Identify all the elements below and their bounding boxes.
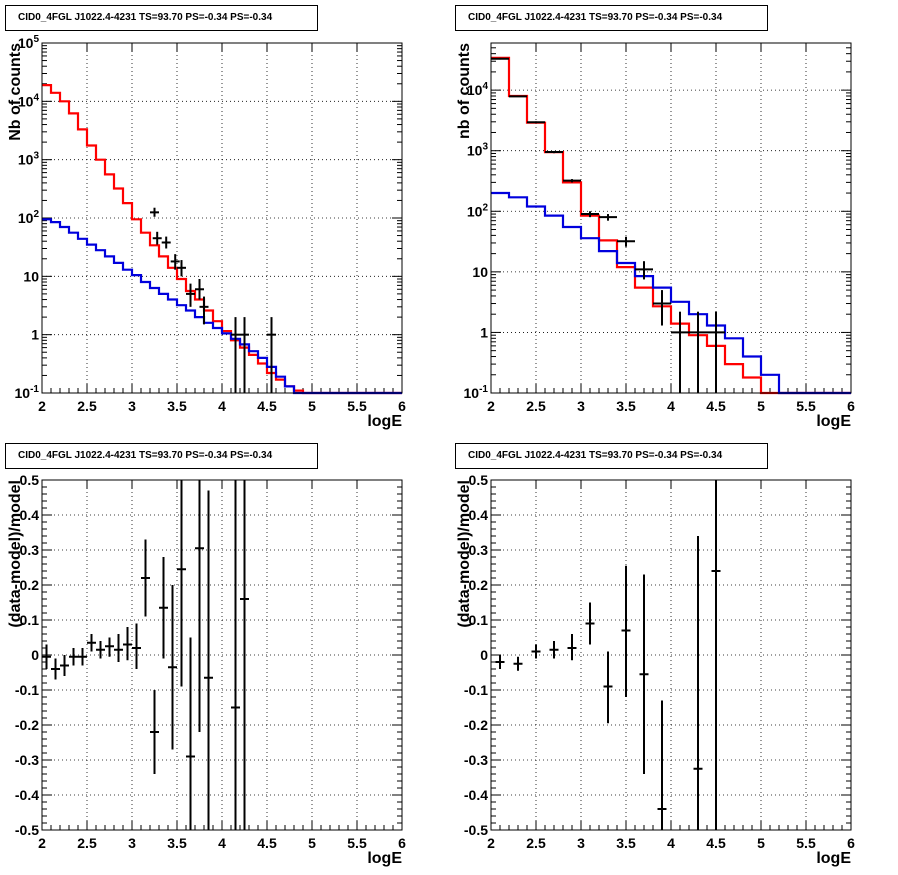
- series-line-1: [42, 218, 402, 395]
- y-tick-label: 0.5: [469, 472, 489, 488]
- y-tick-label: -0.3: [15, 752, 39, 768]
- y-tick-label: -0.2: [464, 717, 488, 733]
- y-tick-label: 0.4: [20, 507, 40, 523]
- x-tick-label: 5: [308, 398, 316, 414]
- y-tick-label: -0.5: [15, 822, 39, 838]
- plot-frame: [490, 42, 852, 394]
- x-tick-label: 2.5: [77, 398, 97, 414]
- y-tick-label: -0.1: [464, 682, 488, 698]
- x-tick-label: 4.5: [706, 835, 726, 851]
- x-tick-label: 3.5: [167, 835, 187, 851]
- y-tick-label: -0.4: [15, 787, 39, 803]
- y-tick-label: 0.2: [469, 577, 489, 593]
- x-tick-label: 2: [487, 835, 495, 851]
- chart-panel-0: 2 2.5 3 3.5 4 4.5 5 5.5 610-1110102103104105logE…: [7, 34, 406, 430]
- y-tick-label: 103: [18, 151, 40, 168]
- y-tick-label: 10-1: [464, 384, 489, 401]
- x-tick-label: 3.5: [616, 398, 636, 414]
- y-tick-label: -0.2: [15, 717, 39, 733]
- y-tick-label: 102: [467, 202, 489, 219]
- x-tick-label: 2.5: [526, 835, 546, 851]
- x-tick-label: 4: [667, 398, 675, 414]
- chart-panel-1: 2 2.5 3 3.5 4 4.5 5 5.5 610-1110102103104logEnb …: [456, 42, 855, 430]
- plot-title-top-left: CID0_4FGL J1022.4-4231 TS=93.70 PS=-0.34…: [5, 5, 318, 31]
- x-tick-label: 5.5: [347, 398, 367, 414]
- y-tick-label: -0.5: [464, 822, 488, 838]
- y-tick-label: 0.4: [469, 507, 489, 523]
- y-axis-label: (data-model)/model: [7, 480, 24, 628]
- x-tick-label: 5.5: [347, 835, 367, 851]
- x-tick-label: 6: [398, 398, 406, 414]
- x-tick-label: 4: [667, 835, 675, 851]
- x-tick-label: 4.5: [706, 398, 726, 414]
- y-tick-label: 0.3: [20, 542, 40, 558]
- y-tick-label: 0.1: [20, 612, 40, 628]
- y-tick-label: 1: [480, 324, 488, 340]
- chart-panel-2: 2 2.5 3 3.5 4 4.5 5 5.5 6 -0.5 -0.4 -0.3 -0.2 -0.1 0 0.…: [7, 472, 406, 867]
- x-tick-label: 4.5: [257, 398, 277, 414]
- y-tick-label: 0.2: [20, 577, 40, 593]
- x-tick-label: 3: [128, 398, 136, 414]
- x-axis-label: logE: [816, 413, 851, 430]
- x-tick-label: 3: [577, 398, 585, 414]
- y-axis-label: Nb of counts: [7, 43, 24, 141]
- x-tick-label: 2: [487, 398, 495, 414]
- y-tick-label: 0.5: [20, 472, 40, 488]
- x-tick-label: 3.5: [616, 835, 636, 851]
- x-tick-label: 3.5: [167, 398, 187, 414]
- y-tick-label: 0.3: [469, 542, 489, 558]
- y-tick-label: 10: [472, 264, 488, 280]
- x-axis-label: logE: [367, 413, 402, 430]
- plot-title-top-right: CID0_4FGL J1022.4-4231 TS=93.70 PS=-0.34…: [455, 5, 768, 31]
- plot-title-bottom-left: CID0_4FGL J1022.4-4231 TS=93.70 PS=-0.34…: [5, 443, 318, 469]
- x-axis-label: logE: [816, 850, 851, 867]
- x-tick-label: 3: [128, 835, 136, 851]
- plot-title-bottom-right: CID0_4FGL J1022.4-4231 TS=93.70 PS=-0.34…: [455, 443, 768, 469]
- y-tick-label: -0.3: [464, 752, 488, 768]
- x-tick-label: 6: [398, 835, 406, 851]
- x-tick-label: 2: [38, 835, 46, 851]
- x-tick-label: 2.5: [77, 835, 97, 851]
- y-axis-label: nb of counts: [456, 43, 473, 139]
- series-line-0: [491, 56, 851, 395]
- y-tick-label: -0.1: [15, 682, 39, 698]
- y-tick-label: 10-1: [15, 384, 40, 401]
- y-tick-label: 0.1: [469, 612, 489, 628]
- plot-frame: [41, 42, 403, 394]
- y-tick-label: 103: [467, 142, 489, 159]
- x-tick-label: 3: [577, 835, 585, 851]
- x-tick-label: 5.5: [796, 398, 816, 414]
- x-tick-label: 4.5: [257, 835, 277, 851]
- x-tick-label: 2: [38, 398, 46, 414]
- y-tick-label: 1: [31, 327, 39, 343]
- x-tick-label: 6: [847, 835, 855, 851]
- x-tick-label: 5: [757, 835, 765, 851]
- y-tick-label: 0: [480, 647, 488, 663]
- x-tick-label: 6: [847, 398, 855, 414]
- plot-frame: [41, 479, 403, 831]
- chart-panel-3: 2 2.5 3 3.5 4 4.5 5 5.5 6 -0.5 -0.4 -0.3 -0.2 -0.1 0 0.…: [456, 472, 855, 867]
- x-tick-label: 2.5: [526, 398, 546, 414]
- plot-frame: [490, 479, 852, 831]
- x-tick-label: 5: [308, 835, 316, 851]
- series-line-1: [491, 191, 851, 395]
- x-tick-label: 5: [757, 398, 765, 414]
- y-tick-label: -0.4: [464, 787, 488, 803]
- x-tick-label: 4: [218, 835, 226, 851]
- x-tick-label: 4: [218, 398, 226, 414]
- y-tick-label: 0: [31, 647, 39, 663]
- x-tick-label: 5.5: [796, 835, 816, 851]
- y-tick-label: 10: [23, 268, 39, 284]
- x-axis-label: logE: [367, 850, 402, 867]
- y-tick-label: 102: [18, 209, 40, 226]
- y-axis-label: (data-model)/model: [456, 480, 473, 628]
